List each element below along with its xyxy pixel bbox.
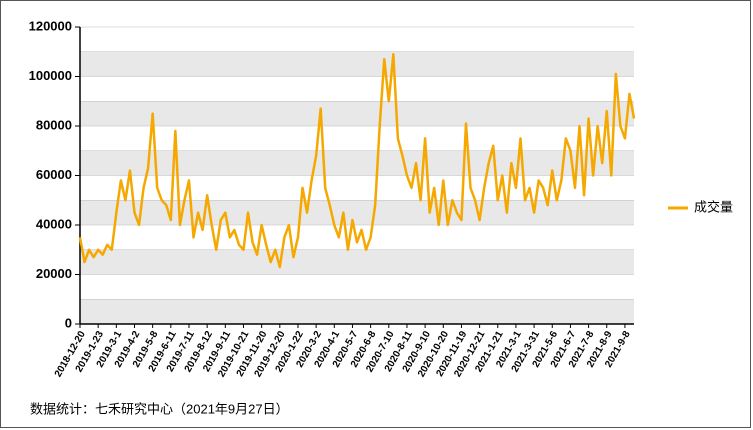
y-tick-label: 60000 [36,167,72,182]
y-tick-label: 0 [65,315,72,330]
y-tick-label: 100000 [29,68,72,83]
legend-label: 成交量 [694,199,733,214]
y-tick-label: 40000 [36,216,72,231]
y-tick-label: 80000 [36,117,72,132]
source-note: 数据统计：七禾研究中心（2021年9月27日） [30,401,289,416]
y-tick-label: 120000 [29,18,72,33]
band [80,299,634,324]
y-tick-label: 20000 [36,266,72,281]
band [80,101,634,126]
band [80,51,634,77]
band [80,200,634,225]
band [80,249,634,275]
line [78,52,636,269]
